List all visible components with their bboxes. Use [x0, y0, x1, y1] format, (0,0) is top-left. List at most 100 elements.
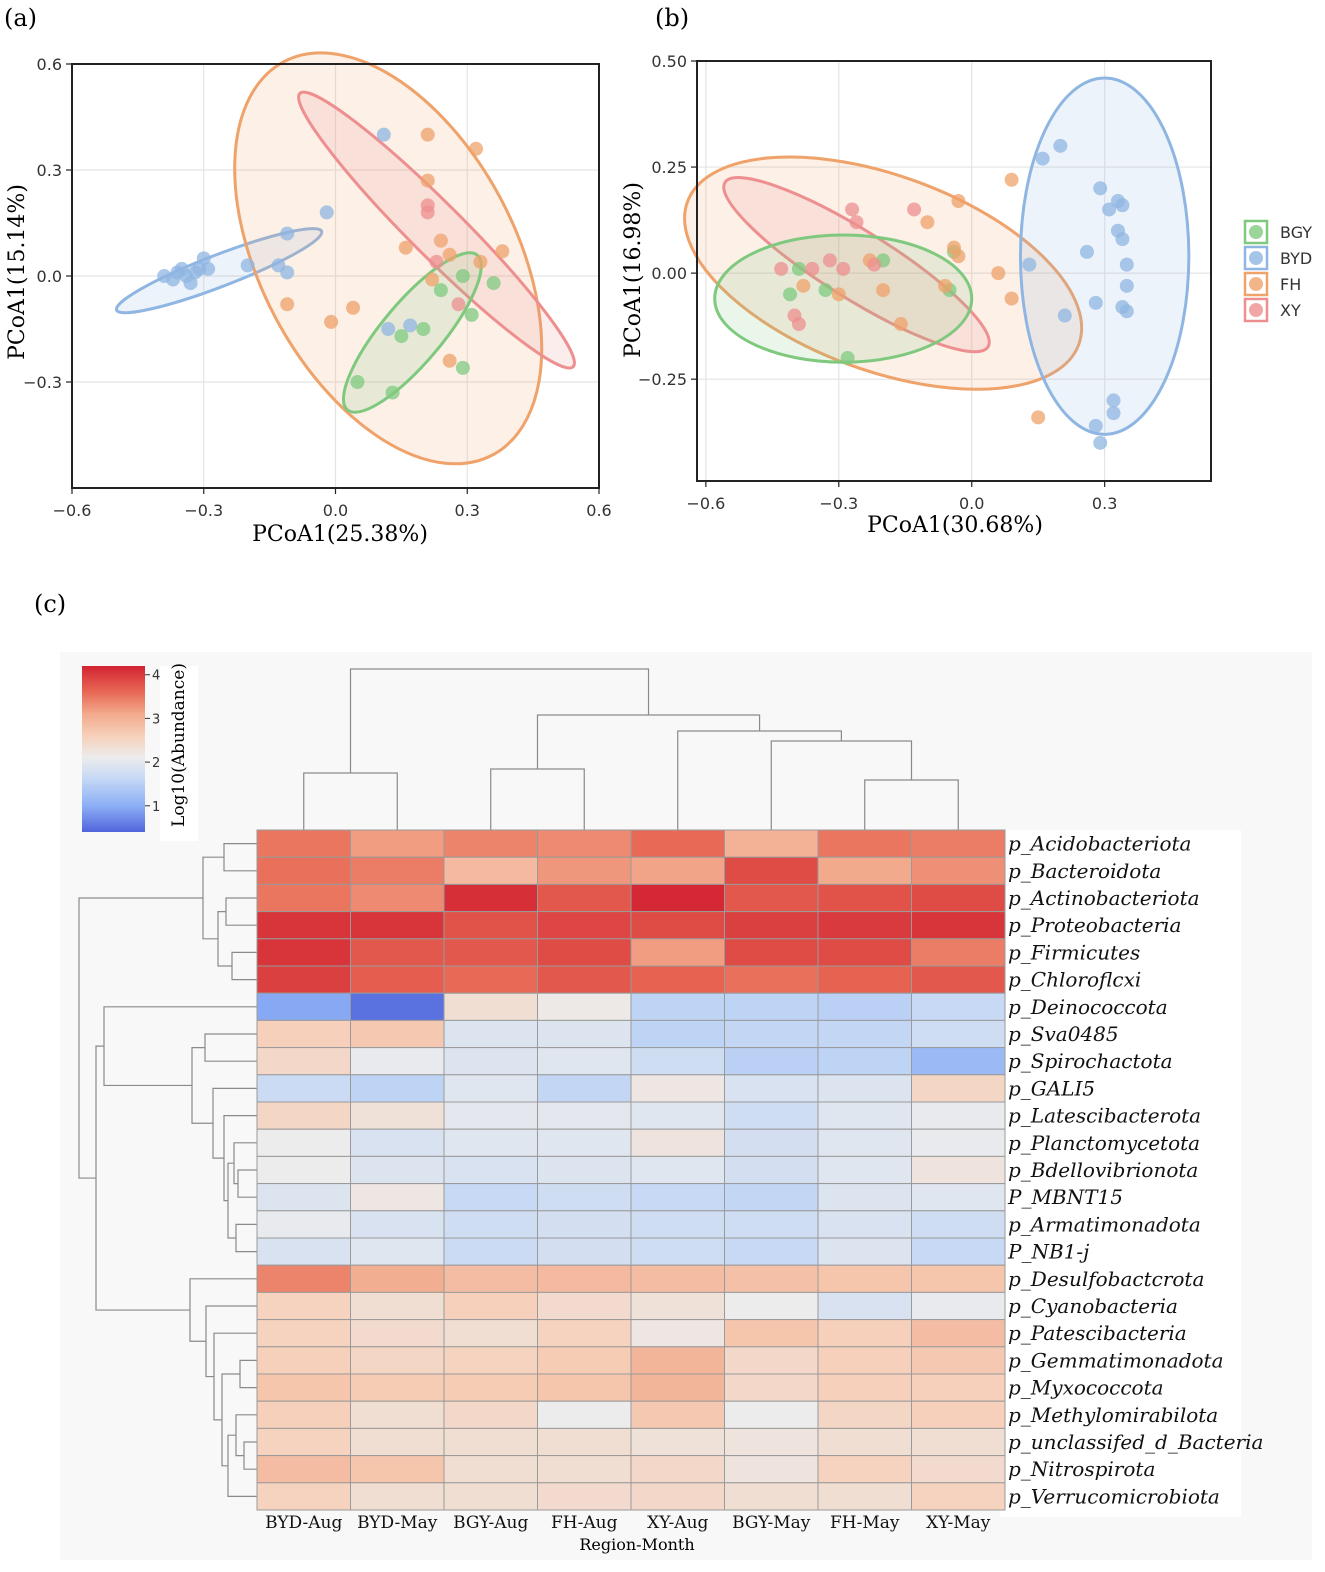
heatmap-cell	[443, 1074, 538, 1103]
heatmap-cell	[256, 911, 351, 940]
legend: BGY BYD FH XY	[1243, 219, 1312, 323]
data-point-xy	[420, 198, 435, 213]
heatmap-cell	[630, 1019, 725, 1049]
heatmap-cell	[630, 1155, 725, 1185]
heatmap-cell	[724, 1346, 819, 1375]
heatmap-cell	[911, 1210, 1006, 1239]
heatmap-cell	[350, 1128, 445, 1157]
y-tick-label: 0.3	[37, 161, 62, 180]
data-point-bgy	[455, 269, 470, 283]
y-tick-label: −0.25	[638, 370, 687, 389]
heatmap-cell	[817, 1183, 912, 1212]
data-point-byd	[1088, 418, 1103, 433]
heatmap-cell	[443, 1264, 538, 1293]
row-label: P_NB1-j	[1007, 1240, 1089, 1264]
heatmap-cell	[443, 856, 538, 885]
heatmap-cell	[537, 965, 632, 994]
heatmap-cell	[350, 992, 445, 1021]
heatmap-cell	[630, 938, 725, 967]
row-label: p_Actinobacteriota	[1008, 886, 1200, 910]
x-tick-label: 0.3	[1092, 494, 1117, 513]
row-label: p_Planctomycetota	[1008, 1131, 1200, 1155]
heatmap-cell	[443, 1291, 538, 1321]
heatmap-cell	[537, 1427, 632, 1457]
heatmap-cell	[817, 1427, 912, 1457]
data-point-fh	[433, 233, 448, 248]
heatmap-cell	[724, 911, 819, 940]
heatmap-cell	[630, 1210, 725, 1239]
row-label: p_Latescibacterota	[1008, 1104, 1201, 1128]
data-point-fh	[442, 247, 457, 262]
heatmap-xlabel: Region-Month	[579, 1535, 694, 1554]
panel-label-a: (a)	[4, 4, 37, 32]
heatmap-cell	[256, 1291, 351, 1321]
data-point-byd	[1115, 198, 1130, 213]
data-point-byd	[240, 258, 255, 273]
heatmap-cell	[911, 1101, 1006, 1130]
heatmap-cell	[724, 856, 819, 885]
heatmap-cell	[911, 829, 1006, 858]
row-label: p_Chloroflcxi	[1008, 968, 1141, 992]
data-point-fh	[398, 240, 413, 255]
x-tick-label: 0.0	[323, 501, 348, 520]
row-label: p_Firmicutes	[1008, 940, 1140, 964]
heatmap-cell	[817, 1319, 912, 1348]
data-point-fh	[324, 314, 339, 329]
colorbar-tick-label: 4	[152, 669, 160, 684]
heatmap-cell	[350, 1400, 445, 1429]
data-point-byd	[1119, 278, 1134, 293]
heatmap-cell	[350, 1455, 445, 1484]
pcoa-plot-a: −0.6 −0.3 0.0 0.3 0.6 −0.3 0.0 0.3 0.6 PCoA1(25.…	[5, 51, 612, 547]
data-point-fh	[876, 283, 891, 298]
heatmap-cell	[350, 1183, 445, 1212]
data-point-byd	[201, 261, 216, 276]
heatmap-cell	[537, 992, 632, 1021]
row-label: p_Verrucomicrobiota	[1008, 1484, 1220, 1508]
confidence-ellipse-fh	[683, 155, 1084, 391]
heatmap-cell	[911, 1455, 1006, 1484]
heatmap-cell	[537, 1373, 632, 1402]
data-point-fh	[893, 317, 908, 332]
data-point-byd	[1022, 257, 1037, 272]
row-label: P_MBNT15	[1007, 1185, 1123, 1209]
heatmap-cell	[817, 1074, 912, 1103]
heatmap-cell	[724, 829, 819, 858]
heatmap-cell	[443, 1155, 538, 1185]
x-tick-label: 0.3	[455, 501, 480, 520]
heatmap-cell	[630, 1128, 725, 1157]
data-point-bgy	[433, 283, 448, 298]
data-point-xy	[791, 317, 806, 332]
heatmap-cell	[724, 1237, 819, 1266]
heatmap-cell	[911, 856, 1006, 885]
heatmap-cell	[817, 965, 912, 994]
heatmap-cell	[724, 1455, 819, 1484]
heatmap-cell	[630, 1264, 725, 1293]
heatmap-cell	[817, 1128, 912, 1157]
heatmap-cell	[443, 1237, 538, 1266]
heatmap-cell	[724, 1101, 819, 1130]
row-label: p_Spirochactota	[1008, 1049, 1173, 1073]
heatmap-cell	[817, 938, 912, 967]
legend-label-byd: BYD	[1280, 249, 1312, 268]
heatmap-cell	[443, 1019, 538, 1049]
row-label: p_Deinococcota	[1008, 995, 1168, 1019]
heatmap-cell	[911, 1264, 1006, 1293]
heatmap-cell	[256, 1128, 351, 1157]
data-point-fh	[469, 141, 484, 156]
heatmap-cell	[256, 1074, 351, 1103]
heatmap-cell	[724, 1155, 819, 1185]
heatmap-cell	[256, 1047, 351, 1076]
column-label: BGY-May	[732, 1513, 811, 1533]
row-label: p_Gemmatimonadota	[1008, 1348, 1224, 1372]
heatmap-cell	[911, 1427, 1006, 1457]
dendrogram-link	[78, 897, 203, 1179]
data-point-fh	[280, 297, 295, 312]
legend-label-bgy: BGY	[1280, 223, 1312, 242]
heatmap-cell	[630, 1346, 725, 1375]
heatmap-cell	[443, 1400, 538, 1429]
legend-label-fh: FH	[1280, 275, 1301, 294]
y-tick-label: 0.00	[651, 264, 687, 283]
heatmap-cell	[911, 1128, 1006, 1157]
data-point-xy	[867, 257, 882, 272]
data-point-xy	[451, 297, 466, 312]
